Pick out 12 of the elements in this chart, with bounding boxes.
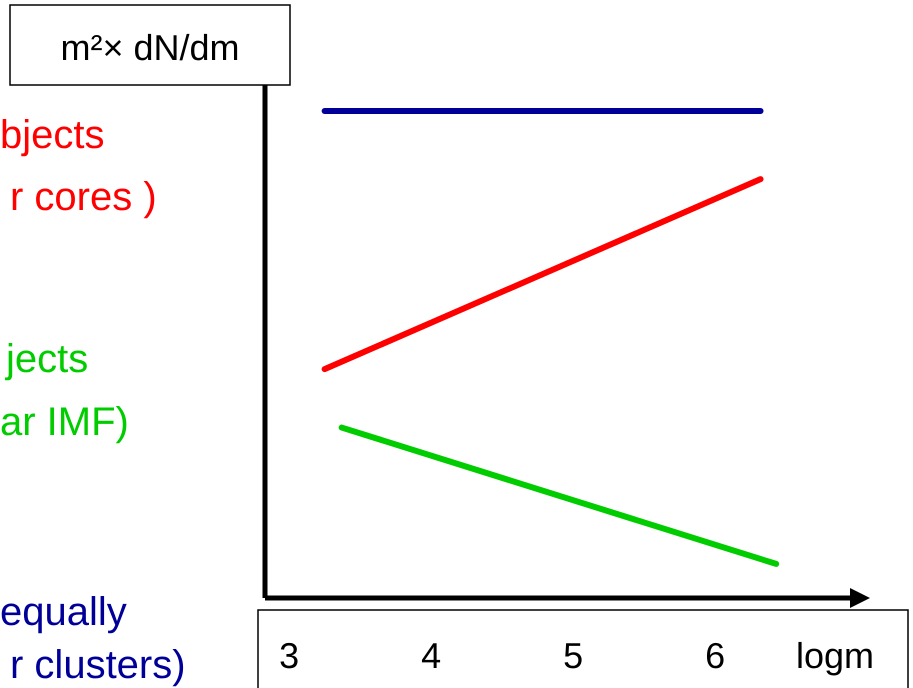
text: r cores )	[10, 175, 157, 219]
x-tick-label: 6	[705, 635, 726, 676]
x-tick-label: 5	[563, 635, 584, 676]
text: r clusters)	[10, 643, 186, 687]
y-axis-title: m²× dN/dm	[60, 27, 240, 68]
text: ar IMF)	[0, 400, 129, 444]
x-tick-label: 3	[279, 635, 300, 676]
text: jects	[5, 337, 88, 381]
text: bjects	[0, 113, 104, 157]
x-tick-label: 4	[421, 635, 442, 676]
x-axis-title: logm	[796, 635, 874, 676]
text: equally	[0, 590, 127, 634]
